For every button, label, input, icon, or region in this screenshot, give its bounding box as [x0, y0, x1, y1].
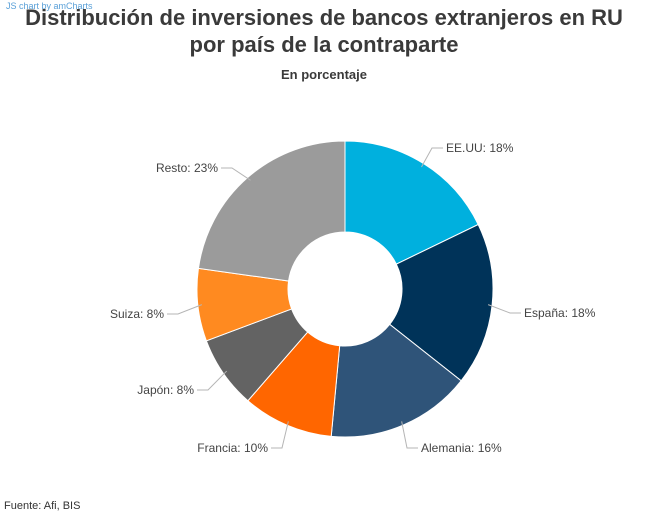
- data-label: Resto: 23%: [156, 161, 218, 175]
- data-label: España: 18%: [524, 306, 596, 320]
- slice-españa[interactable]: [389, 223, 494, 382]
- data-label: EE.UU: 18%: [446, 141, 514, 155]
- leader-line: [271, 421, 289, 449]
- data-label: Francia: 10%: [197, 441, 268, 455]
- slice-alemania[interactable]: [330, 323, 462, 438]
- data-label: Japón: 8%: [137, 383, 194, 397]
- chart-title: Distribución de inversiones de bancos ex…: [0, 4, 648, 58]
- data-label: Suiza: 8%: [110, 307, 164, 321]
- source-note: Fuente: Afi, BIS: [4, 500, 81, 512]
- leader-line: [221, 167, 251, 181]
- leader-line: [487, 304, 521, 314]
- chart-title-line-1: Distribución de inversiones de bancos ex…: [25, 5, 623, 30]
- slice-resto[interactable]: [197, 140, 346, 282]
- leader-line: [401, 421, 418, 449]
- chart-credit[interactable]: JS chart by amCharts: [6, 1, 93, 11]
- leader-line: [197, 370, 228, 391]
- chart-subtitle: En porcentaje: [281, 67, 367, 82]
- chart-title-line-2: por país de la contraparte: [189, 32, 459, 57]
- data-label: Alemania: 16%: [421, 441, 502, 455]
- leader-line: [167, 304, 203, 315]
- slice-ee-uu[interactable]: [344, 140, 479, 265]
- leader-line: [421, 147, 443, 168]
